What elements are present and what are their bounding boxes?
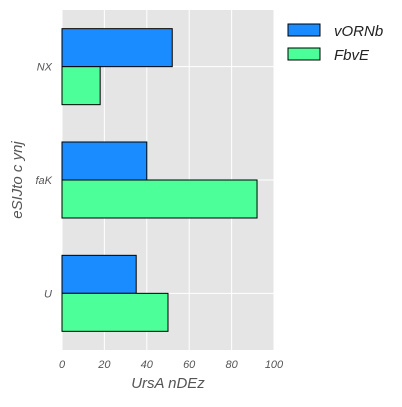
legend-label-vornb: vORNb [334,23,383,40]
x-tick-label: 100 [265,359,284,371]
bar-vornb-u [61,254,137,294]
x-tick-label: 0 [59,359,66,371]
x-tick-label: 20 [97,359,111,371]
legend-swatch-vornb [287,23,321,37]
x-axis-title: UrsA nDEz [131,375,205,392]
y-axis-title: eSIJto c ynj [9,141,26,219]
bar-vornb-fak [61,141,148,181]
x-tick-label: 60 [183,359,196,371]
y-tick-label: faK [35,175,52,187]
x-tick-label: 80 [225,359,238,371]
bar-fbve-fak [61,179,258,219]
y-tick-label: NX [37,62,53,74]
bar-fbve-nx [61,66,101,106]
legend-label-fbve: FbvE [334,47,370,64]
x-tick-label: 40 [141,359,154,371]
bars [61,28,258,332]
bar-fbve-u [61,292,169,332]
legend-swatch-fbve [287,47,321,61]
y-tick-labels: NX faK U [35,62,52,301]
bar-vornb-nx [61,28,173,68]
legend: vORNb FbvE [287,23,383,64]
y-tick-label: U [44,288,52,300]
x-tick-labels: 0 20 40 60 80 100 [59,359,284,371]
